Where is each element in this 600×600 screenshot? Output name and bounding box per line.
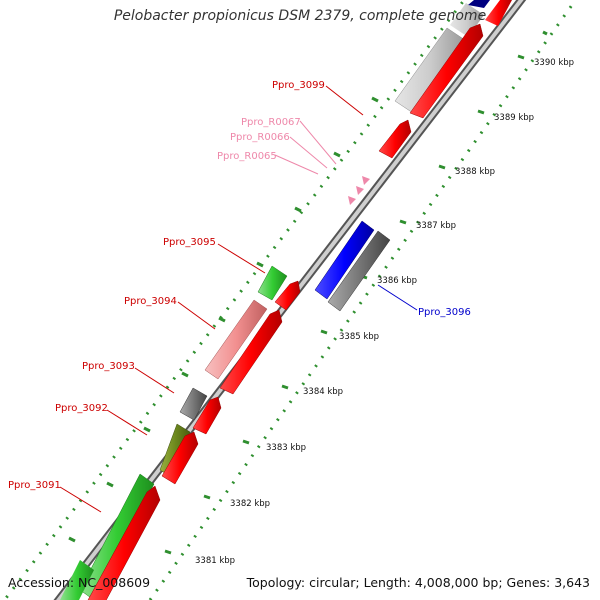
red-arrow-track (87, 0, 512, 600)
trna-R0065 (348, 196, 356, 205)
red-arrow-3095 (274, 280, 301, 311)
tick-label-3382: 3382 kbp (230, 499, 270, 509)
gene-feature-3095-green (257, 265, 288, 301)
accession-label: Accession: NC_008609 (8, 575, 151, 590)
trna-R0067 (362, 176, 370, 185)
tick-label-3386: 3386 kbp (377, 276, 417, 286)
gene-feature-3091-green (79, 473, 155, 600)
tick-label-3388: 3388 kbp (455, 167, 495, 177)
red-arrow-3091 (87, 485, 161, 600)
gene-label-ppro-3092: Ppro_3092 (55, 403, 108, 414)
reverse-strand-track (314, 220, 391, 312)
tick-label-3384: 3384 kbp (303, 387, 343, 397)
tick-label-3381: 3381 kbp (195, 556, 235, 566)
gene-label-ppro-3093: Ppro_3093 (82, 361, 135, 372)
gene-label-ppro-r0067: Ppro_R0067 (241, 117, 301, 128)
red-arrow-3094 (219, 309, 283, 395)
gene-feature-top-light (450, 3, 484, 37)
tick-dotted-track (148, 4, 574, 600)
gene-feature-3094-pink (204, 299, 268, 380)
gene-labels: Ppro_3099 Ppro_R0067 Ppro_R0066 Ppro_R00… (8, 80, 471, 491)
outer-feature-track (60, 0, 490, 600)
red-arrow-3099-short (378, 119, 412, 159)
tick-label-3387: 3387 kbp (416, 221, 456, 231)
gene-label-ppro-3096: Ppro_3096 (418, 307, 471, 318)
tick-labels: 3390 kbp 3389 kbp 3388 kbp 3387 kbp 3386… (195, 58, 574, 566)
red-arrow-3092 (161, 431, 199, 485)
outer-dotted-track (2, 0, 467, 600)
trna-markers (348, 176, 370, 205)
topology-label: Topology: circular; Length: 4,008,000 bp… (246, 575, 590, 590)
gene-label-ppro-3099: Ppro_3099 (272, 80, 325, 91)
gene-feature-3096-blue (314, 220, 375, 300)
trna-R0066 (356, 186, 364, 195)
tick-label-3383: 3383 kbp (266, 443, 306, 453)
gene-label-ppro-r0065: Ppro_R0065 (217, 151, 277, 162)
gene-feature-3096-gray (327, 230, 391, 312)
gene-feature-3093-gray (179, 387, 208, 421)
red-arrow-3099 (409, 23, 484, 119)
tick-label-3389: 3389 kbp (494, 113, 534, 123)
tick-label-3385: 3385 kbp (339, 332, 379, 342)
tick-label-3390: 3390 kbp (534, 58, 574, 68)
red-arrow-3093 (192, 396, 222, 435)
leader-lines (59, 85, 418, 513)
map-title: Pelobacter propionicus DSM 2379, complet… (113, 8, 487, 24)
gene-label-ppro-3094: Ppro_3094 (124, 296, 177, 307)
gene-label-ppro-r0066: Ppro_R0066 (230, 132, 290, 143)
gene-label-ppro-3091: Ppro_3091 (8, 480, 61, 491)
gene-label-ppro-3095: Ppro_3095 (163, 237, 216, 248)
tick-marks (68, 30, 548, 555)
red-arrow-top (485, 0, 512, 26)
gene-feature-3091-green-end (60, 560, 94, 600)
gene-feature-top-navy (468, 0, 490, 8)
